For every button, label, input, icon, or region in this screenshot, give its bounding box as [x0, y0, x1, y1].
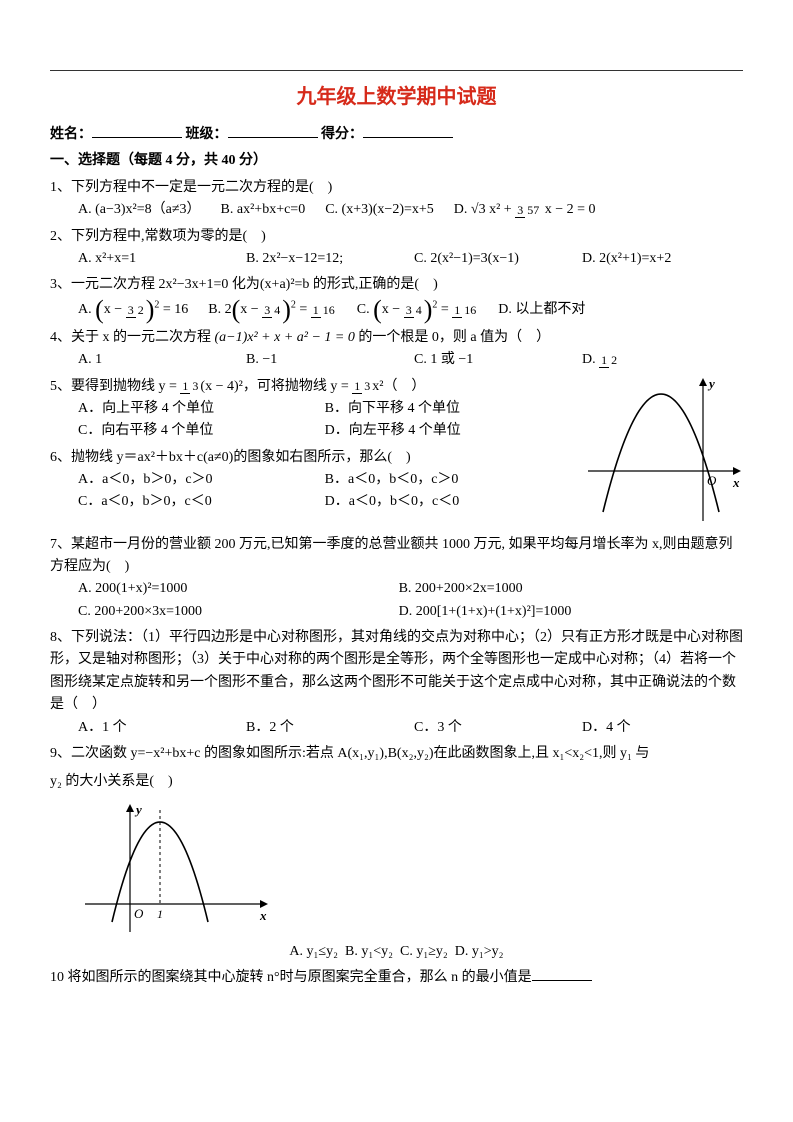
question-4: 4、关于 x 的一元二次方程 (a−1)x² + x + a² − 1 = 0 … [50, 327, 743, 372]
q3-options: A. (x − 32)2 = 16 B. 2(x − 34)2 = 116 C.… [50, 297, 743, 323]
q10-stem: 10 将如图所示的图案绕其中心旋转 n°时与原图案完全重合，那么 n 的最小值是 [50, 970, 532, 985]
svg-text:x: x [732, 475, 740, 490]
q9-opt-b: B. y₁<y₂ [345, 944, 393, 959]
name-label: 姓名： [50, 127, 92, 142]
q4-options: A. 1 B. −1 C. 1 或 −1 D. 12 [50, 349, 743, 371]
q9-opt-a: A. y₁≤y₂ [289, 944, 338, 959]
q1-opt-b: B. ax²+bx+c=0 [221, 199, 306, 221]
q1-d-frac: 357 [515, 204, 541, 216]
q10-blank[interactable] [532, 980, 592, 981]
q2-opt-a: A. x²+x=1 [78, 248, 218, 270]
q7-options: A. 200(1+x)²=1000 B. 200+200×2x=1000 C. … [50, 578, 743, 623]
q1-d-prefix: D. [454, 202, 471, 217]
q1-d-left: √3 x² + [471, 202, 515, 217]
q2-stem: 2、下列方程中,常数项为零的是( ) [50, 226, 743, 248]
q8-options: A．1 个 B．2 个 C．3 个 D．4 个 [50, 717, 743, 739]
question-1: 1、下列方程中不一定是一元二次方程的是( ) A. (a−3)x²=8（a≠3）… [50, 177, 743, 222]
class-blank[interactable] [228, 123, 318, 138]
q9-stem-1: 9、二次函数 y=−x²+bx+c 的图象如图所示:若点 A(x₁,y₁),B(… [50, 743, 743, 765]
q5-opt-a: A．向上平移 4 个单位 [78, 398, 297, 420]
q8-opt-c: C．3 个 [414, 717, 554, 739]
q5-options: A．向上平移 4 个单位 B．向下平移 4 个单位 C．向右平移 4 个单位 D… [50, 398, 575, 443]
q4-opt-a: A. 1 [78, 349, 218, 371]
question-9: 9、二次函数 y=−x²+bx+c 的图象如图所示:若点 A(x₁,y₁),B(… [50, 743, 743, 794]
q4-opt-b: B. −1 [246, 349, 386, 371]
q2-opt-b: B. 2x²−x−12=12; [246, 248, 386, 270]
q5-opt-c: C．向右平移 4 个单位 [78, 420, 297, 442]
q3-opt-d: D. 以上都不对 [498, 299, 585, 321]
question-10: 10 将如图所示的图案绕其中心旋转 n°时与原图案完全重合，那么 n 的最小值是 [50, 967, 743, 989]
q6-opt-a: A．a＜0，b＞0，c＞0 [78, 469, 297, 491]
q2-opt-c: C. 2(x²−1)=3(x−1) [414, 248, 554, 270]
q8-opt-a: A．1 个 [78, 717, 218, 739]
q7-opt-b: B. 200+200×2x=1000 [399, 578, 692, 600]
q8-opt-d: D．4 个 [582, 717, 722, 739]
question-3: 3、一元二次方程 2x²−3x+1=0 化为(x+a)²=b 的形式,正确的是(… [50, 274, 743, 322]
q7-opt-c: C. 200+200×3x=1000 [78, 601, 371, 623]
q9-opt-d: D. y₁>y₂ [455, 944, 504, 959]
score-label: 得分： [321, 127, 363, 142]
question-7: 7、某超市一月份的营业额 200 万元,已知第一季度的总营业额共 1000 万元… [50, 534, 743, 624]
q7-stem: 7、某超市一月份的营业额 200 万元,已知第一季度的总营业额共 1000 万元… [50, 534, 743, 579]
q3-opt-b: B. 2(x − 34)2 = 116 [208, 297, 337, 323]
svg-text:y: y [134, 802, 142, 817]
q4-opt-c: C. 1 或 −1 [414, 349, 554, 371]
q5-opt-d: D．向左平移 4 个单位 [325, 420, 544, 442]
q6-options: A．a＜0，b＞0，c＞0 B．a＜0，b＜0，c＞0 C．a＜0，b＞0，c＜… [50, 469, 575, 514]
svg-text:x: x [259, 908, 267, 923]
q7-opt-d: D. 200[1+(1+x)+(1+x)²]=1000 [399, 601, 692, 623]
q6-opt-b: B．a＜0，b＜0，c＞0 [325, 469, 544, 491]
svg-text:y: y [707, 376, 715, 391]
q3-stem: 3、一元二次方程 2x²−3x+1=0 化为(x+a)²=b 的形式,正确的是(… [50, 274, 743, 296]
q7-opt-a: A. 200(1+x)²=1000 [78, 578, 371, 600]
section-1-title: 一、选择题（每题 4 分，共 40 分） [50, 150, 743, 172]
q6-figure: Ox y [583, 376, 743, 526]
question-8: 8、下列说法：（1）平行四边形是中心对称图形，其对角线的交点为对称中心；（2）只… [50, 627, 743, 739]
svg-text:1: 1 [157, 907, 163, 921]
svg-text:O: O [707, 473, 717, 488]
q2-options: A. x²+x=1 B. 2x²−x−12=12; C. 2(x²−1)=3(x… [50, 248, 743, 270]
q9-figure: 1Ox y [80, 802, 743, 937]
q6-opt-d: D．a＜0，b＜0，c＜0 [325, 491, 544, 513]
q3-opt-c: C. (x − 34)2 = 116 [357, 297, 479, 323]
q1-opt-c: C. (x+3)(x−2)=x+5 [325, 199, 434, 221]
q8-opt-b: B．2 个 [246, 717, 386, 739]
svg-text:O: O [134, 906, 144, 921]
q1-options: A. (a−3)x²=8（a≠3） B. ax²+bx+c=0 C. (x+3)… [50, 199, 743, 221]
q4-stem: 4、关于 x 的一元二次方程 (a−1)x² + x + a² − 1 = 0 … [50, 327, 743, 349]
q1-opt-a: A. (a−3)x²=8（a≠3） [78, 199, 201, 221]
q5-opt-b: B．向下平移 4 个单位 [325, 398, 544, 420]
q2-opt-d: D. 2(x²+1)=x+2 [582, 248, 722, 270]
page-title: 九年级上数学期中试题 [50, 81, 743, 113]
q4-opt-d: D. 12 [582, 349, 722, 371]
student-info: 姓名： 班级： 得分： [50, 123, 743, 146]
q9-stem-2: y₂ 的大小关系是( ) [50, 771, 743, 793]
q1-stem: 1、下列方程中不一定是一元二次方程的是( ) [50, 177, 743, 199]
q8-stem: 8、下列说法：（1）平行四边形是中心对称图形，其对角线的交点为对称中心；（2）只… [50, 627, 743, 717]
q9-opt-c: C. y₁≥y₂ [400, 944, 448, 959]
question-2: 2、下列方程中,常数项为零的是( ) A. x²+x=1 B. 2x²−x−12… [50, 226, 743, 271]
q3-opt-a: A. (x − 32)2 = 16 [78, 297, 188, 323]
q6-opt-c: C．a＜0，b＞0，c＜0 [78, 491, 297, 513]
top-rule [50, 70, 743, 71]
score-blank[interactable] [363, 123, 453, 138]
name-blank[interactable] [92, 123, 182, 138]
q1-opt-d: D. √3 x² + 357 x − 2 = 0 [454, 199, 596, 221]
q9-options-row: A. y₁≤y₂ B. y₁<y₂ C. y₁≥y₂ D. y₁>y₂ [50, 941, 743, 963]
class-label: 班级： [186, 127, 228, 142]
q1-d-right: x − 2 = 0 [541, 202, 595, 217]
